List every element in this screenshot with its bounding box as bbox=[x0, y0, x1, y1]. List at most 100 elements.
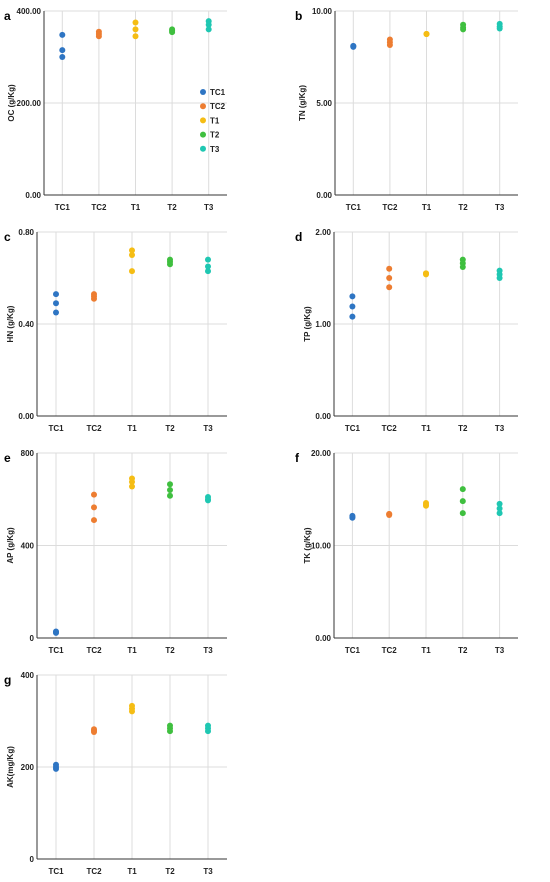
data-point bbox=[167, 492, 173, 499]
data-point bbox=[496, 500, 503, 507]
y-tick-label: 20.00 bbox=[311, 449, 332, 458]
x-tick-label: T2 bbox=[458, 646, 468, 655]
x-tick-label: TC1 bbox=[55, 203, 71, 212]
data-point bbox=[53, 629, 59, 636]
data-point bbox=[386, 42, 393, 49]
data-point bbox=[205, 263, 211, 270]
panel-label: e bbox=[4, 451, 11, 465]
data-point bbox=[53, 300, 59, 307]
data-point bbox=[167, 487, 173, 493]
x-tick-label: T1 bbox=[127, 424, 137, 433]
data-point bbox=[459, 486, 466, 493]
data-point bbox=[91, 504, 97, 511]
x-tick-label: T3 bbox=[203, 646, 213, 655]
y-tick-label: 400 bbox=[21, 542, 35, 551]
data-point bbox=[129, 268, 135, 275]
panel-label: a bbox=[4, 9, 11, 23]
x-tick-label: T1 bbox=[131, 203, 141, 212]
x-tick-label: TC1 bbox=[48, 424, 64, 433]
data-point bbox=[59, 47, 66, 54]
data-point bbox=[129, 483, 135, 490]
data-point bbox=[386, 265, 393, 272]
data-point bbox=[205, 26, 212, 33]
data-point bbox=[167, 728, 173, 735]
y-tick-label: 0.00 bbox=[315, 412, 331, 421]
panel-f: 0.00 10.00 20.00 TC1 TC2 T1 T2 T3 TK (g/Kg) f bbox=[295, 449, 518, 655]
y-tick-label: 400 bbox=[21, 671, 35, 680]
x-tick-label: T2 bbox=[458, 424, 468, 433]
data-point bbox=[129, 252, 135, 258]
data-point bbox=[205, 256, 211, 263]
data-point bbox=[349, 313, 356, 320]
y-tick-label: 10.00 bbox=[312, 7, 333, 16]
data-point bbox=[423, 270, 429, 277]
data-point bbox=[129, 478, 135, 485]
data-point bbox=[496, 25, 503, 32]
y-axis-label: TN (g/Kg) bbox=[298, 85, 307, 121]
data-point bbox=[53, 309, 59, 316]
panel-d: 0.00 1.00 2.00 TC1 TC2 T1 T2 T3 TP (g/Kg) d bbox=[295, 228, 518, 433]
data-point bbox=[349, 303, 356, 310]
x-tick-label: TC2 bbox=[91, 203, 107, 212]
legend: TC1 TC2 T1 T2 T3 bbox=[200, 88, 226, 154]
data-point bbox=[53, 765, 59, 772]
legend-marker bbox=[200, 131, 206, 138]
data-point bbox=[386, 511, 393, 518]
data-point bbox=[129, 247, 135, 254]
panel-e: 0 400 800 TC1 TC2 T1 T2 T3 AP (g/Kg) e bbox=[4, 449, 227, 655]
x-tick-label: TC1 bbox=[345, 424, 361, 433]
x-tick-label: T3 bbox=[203, 424, 213, 433]
x-tick-label: T1 bbox=[127, 646, 137, 655]
y-axis-label: TK (g/Kg) bbox=[303, 527, 312, 563]
x-tick-label: TC1 bbox=[345, 646, 361, 655]
y-axis-label: AP (g/Kg) bbox=[6, 527, 15, 564]
data-point bbox=[132, 33, 139, 40]
data-point bbox=[95, 33, 102, 40]
data-point bbox=[205, 728, 211, 735]
panel-label: d bbox=[295, 230, 302, 244]
panel-label: g bbox=[4, 673, 11, 687]
y-tick-label: 5.00 bbox=[316, 99, 332, 108]
legend-label: T2 bbox=[210, 131, 220, 140]
data-point bbox=[205, 21, 212, 28]
y-axis-label: HN (g/Kg) bbox=[6, 305, 15, 342]
y-tick-label: 2.00 bbox=[315, 228, 331, 237]
x-tick-label: TC2 bbox=[382, 203, 398, 212]
y-tick-label: 0.40 bbox=[18, 320, 34, 329]
y-tick-label: 200.00 bbox=[17, 99, 42, 108]
y-tick-label: 800 bbox=[21, 449, 35, 458]
data-point bbox=[349, 513, 356, 520]
x-tick-label: T1 bbox=[421, 424, 431, 433]
data-point bbox=[167, 261, 173, 268]
data-point bbox=[205, 268, 211, 275]
y-axis-label: TP (g/Kg) bbox=[303, 306, 312, 342]
panel-a: 0.00 200.00 400.00 TC1 TC2 T1 T2 T3 OC (g/Kg) a bbox=[4, 7, 227, 212]
x-tick-label: TC2 bbox=[382, 424, 398, 433]
x-tick-label: T2 bbox=[165, 424, 175, 433]
legend-marker bbox=[200, 89, 206, 95]
data-point bbox=[53, 291, 59, 298]
x-tick-label: T2 bbox=[458, 203, 468, 212]
data-point bbox=[167, 481, 173, 488]
y-axis-label: OC (g/Kg) bbox=[7, 84, 16, 122]
legend-label: TC2 bbox=[210, 102, 226, 111]
y-tick-label: 0.80 bbox=[18, 228, 34, 237]
x-tick-label: TC2 bbox=[86, 424, 102, 433]
data-point bbox=[350, 42, 357, 49]
panel-g: 0 200 400 TC1 TC2 T1 T2 T3 AK(mg/Kg) g bbox=[4, 671, 227, 876]
y-tick-label: 1.00 bbox=[315, 320, 331, 329]
x-tick-label: T1 bbox=[422, 203, 432, 212]
x-tick-label: T2 bbox=[165, 867, 175, 876]
panel-b: 0.00 5.00 10.00 TC1 TC2 T1 T2 T3 TN (g/Kg) b bbox=[295, 7, 518, 212]
data-point bbox=[91, 729, 97, 736]
data-point bbox=[91, 491, 97, 498]
y-tick-label: 10.00 bbox=[311, 542, 332, 551]
data-point bbox=[59, 31, 66, 38]
y-tick-label: 0 bbox=[30, 855, 35, 864]
legend-label: T3 bbox=[210, 145, 220, 154]
y-axis-label: AK(mg/Kg) bbox=[6, 746, 15, 788]
y-tick-label: 0 bbox=[30, 634, 35, 643]
data-point bbox=[423, 31, 430, 37]
y-tick-label: 200 bbox=[21, 763, 35, 772]
data-point bbox=[205, 497, 211, 504]
